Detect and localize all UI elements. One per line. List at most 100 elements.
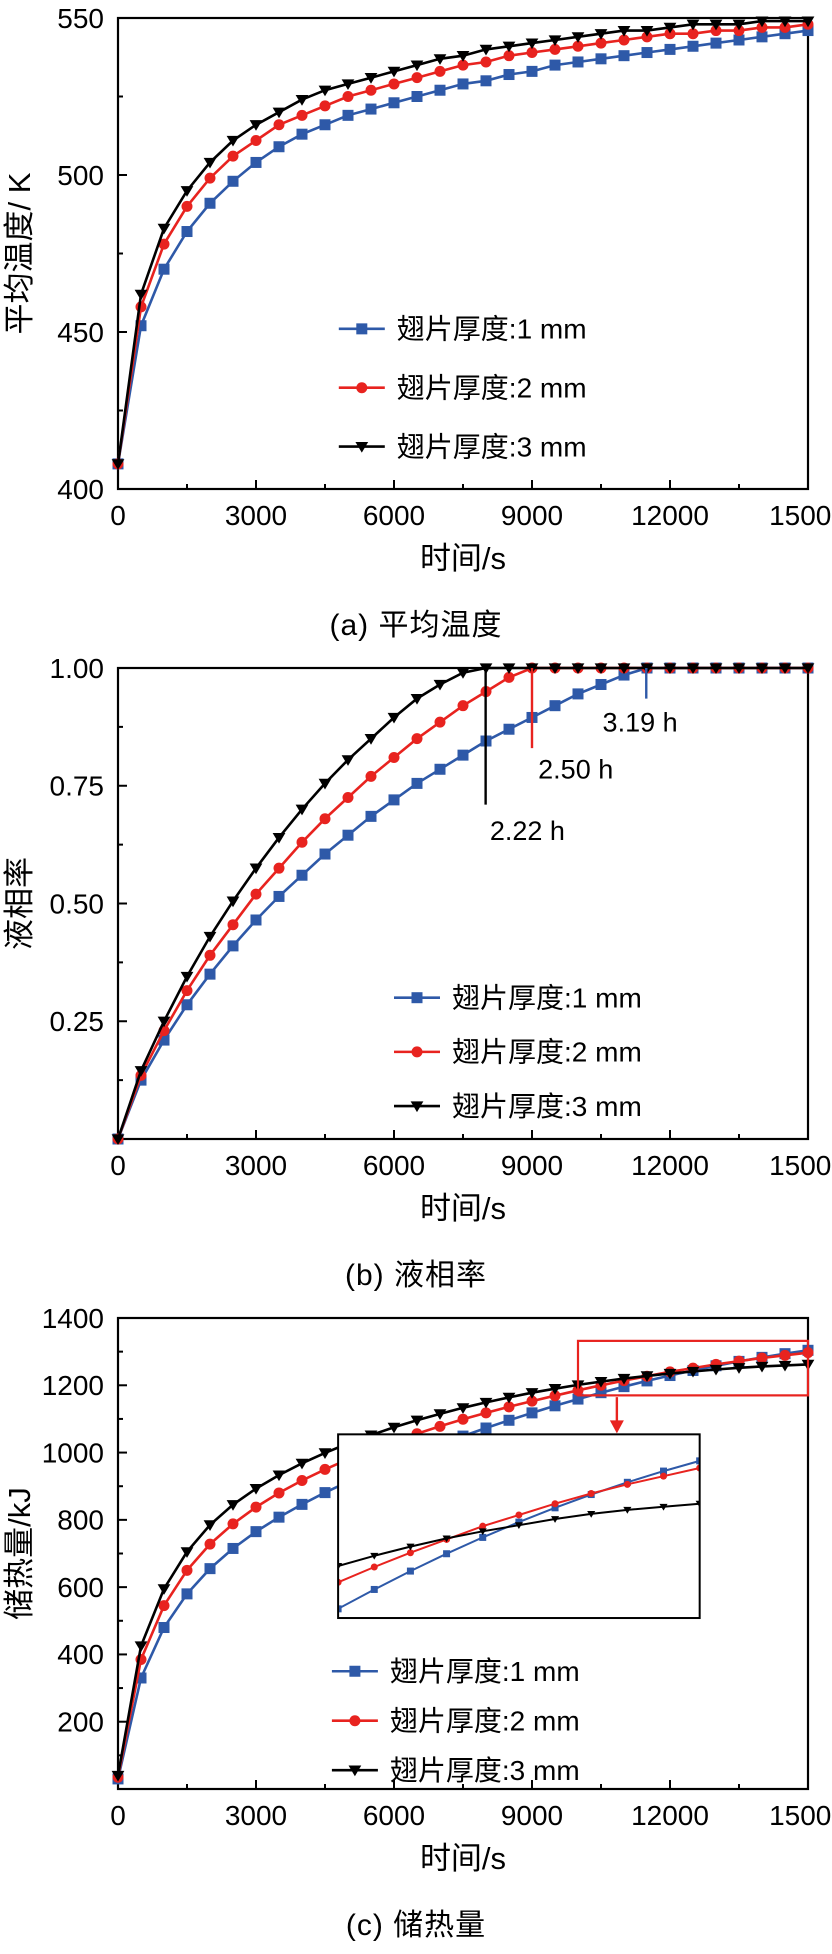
- y-axis-label: 平均温度/ K: [2, 172, 37, 334]
- data-point-marker-circle: [204, 172, 216, 184]
- data-point-marker-triangle-down: [442, 1535, 451, 1543]
- legend-label: 翅片厚度:3 mm: [390, 1755, 580, 1786]
- data-point-marker-triangle-down: [778, 1360, 792, 1372]
- x-tick-label: 12000: [631, 1800, 709, 1831]
- data-point-marker-square: [779, 28, 791, 40]
- data-point-marker-square: [135, 1672, 147, 1684]
- data-point-marker-circle: [779, 21, 791, 33]
- x-tick-label: 6000: [363, 1800, 425, 1831]
- data-point-marker-square: [181, 226, 193, 238]
- data-point-marker-triangle-down: [456, 51, 470, 62]
- data-point-marker-triangle-down: [157, 223, 171, 235]
- data-point-marker-triangle-down: [755, 16, 769, 28]
- axis-ticks: [117, 1317, 809, 1789]
- y-tick-label: 800: [57, 1505, 104, 1536]
- data-point-marker-triangle-down: [406, 1543, 415, 1551]
- data-point-marker-triangle-down: [479, 44, 493, 56]
- data-point-marker-triangle-down: [659, 1503, 668, 1511]
- data-point-marker-circle: [515, 1511, 523, 1519]
- x-tick-label: 9000: [501, 1150, 563, 1181]
- data-point-marker-square: [411, 91, 423, 102]
- data-point-marker-square: [204, 1563, 216, 1575]
- data-point-marker-triangle-down: [778, 663, 792, 675]
- data-point-marker-circle: [457, 59, 469, 71]
- data-point-marker-square: [733, 34, 745, 46]
- x-tick-label: 12000: [631, 1150, 709, 1181]
- data-point-marker-triangle-down: [364, 73, 378, 84]
- legend-marker-circle: [349, 1715, 361, 1727]
- x-tick-label: 6000: [363, 1150, 425, 1181]
- data-point-marker-square: [296, 869, 308, 881]
- data-point-marker-circle: [641, 31, 653, 43]
- legend-marker-circle: [411, 1046, 423, 1058]
- zoom-region-box: [576, 1339, 810, 1397]
- data-point-marker-triangle-down: [571, 663, 585, 675]
- data-point-marker-circle: [181, 985, 193, 997]
- data-point-marker-triangle-down: [226, 1500, 240, 1511]
- data-point-marker-triangle-down: [203, 157, 217, 169]
- data-point-marker-circle: [503, 1401, 515, 1413]
- data-point-marker-square: [503, 69, 515, 81]
- data-point-marker-triangle-down: [479, 1397, 493, 1409]
- data-point-marker-triangle-down: [548, 1384, 562, 1395]
- legend-marker-square: [356, 323, 368, 335]
- data-point-marker-triangle-down: [514, 1522, 523, 1530]
- data-point-marker-triangle-down: [134, 1641, 148, 1653]
- data-point-marker-circle: [158, 1600, 170, 1612]
- data-point-marker-triangle-down: [249, 863, 263, 875]
- data-point-marker-square: [342, 829, 354, 841]
- chart-a-caption: (a) 平均温度: [329, 608, 503, 642]
- data-point-marker-triangle-down: [433, 1409, 447, 1420]
- legend-label: 翅片厚度:2 mm: [397, 373, 587, 404]
- data-point-marker-circle: [319, 1463, 331, 1475]
- data-point-marker-triangle-down: [456, 1403, 470, 1414]
- data-point-marker-square: [710, 37, 722, 49]
- data-point-marker-circle: [227, 150, 239, 162]
- data-point-marker-triangle-down: [617, 25, 631, 37]
- data-point-marker-square: [457, 78, 469, 90]
- data-point-marker-triangle-down: [180, 971, 194, 983]
- x-tick-label: 0: [110, 500, 126, 531]
- data-point-marker-triangle-down: [594, 663, 608, 675]
- data-point-marker-triangle-down: [548, 35, 562, 47]
- y-tick-label: 600: [57, 1572, 104, 1603]
- data-point-marker-triangle-down: [134, 1066, 148, 1077]
- y-tick-label: 0.50: [50, 888, 105, 919]
- data-point-marker-circle: [733, 25, 745, 37]
- chart-c-caption: (c) 储热量: [345, 1908, 487, 1942]
- data-point-marker-circle: [434, 1420, 446, 1432]
- data-point-marker-square: [273, 890, 285, 902]
- data-point-marker-circle: [664, 28, 676, 40]
- data-point-marker-triangle-down: [686, 19, 700, 31]
- data-point-marker-triangle-down: [686, 663, 700, 675]
- data-point-marker-square: [434, 84, 446, 96]
- data-point-marker-circle: [434, 716, 446, 728]
- data-point-marker-square: [227, 1542, 239, 1554]
- data-point-marker-circle: [549, 1390, 561, 1402]
- data-point-marker-square: [549, 59, 561, 71]
- legend-marker-square: [411, 992, 423, 1004]
- data-point-marker-circle: [319, 813, 331, 825]
- data-point-marker-square: [551, 1504, 559, 1512]
- data-point-marker-triangle-down: [801, 663, 815, 675]
- data-point-marker-triangle-down: [755, 663, 769, 675]
- legend-marker-triangle-down: [348, 1765, 362, 1777]
- data-point-marker-circle: [158, 238, 170, 250]
- data-point-marker-circle: [273, 1487, 285, 1499]
- data-point-marker-circle: [319, 100, 331, 112]
- data-point-marker-square: [273, 141, 285, 153]
- data-point-marker-circle: [779, 1349, 791, 1361]
- data-point-marker-square: [480, 75, 492, 87]
- data-point-marker-square: [480, 1422, 492, 1434]
- data-point-marker-circle: [227, 919, 239, 931]
- y-tick-label: 0.75: [50, 771, 105, 802]
- data-point-marker-triangle-down: [341, 79, 355, 90]
- data-point-marker-triangle-down: [571, 32, 585, 43]
- data-point-marker-square: [250, 914, 262, 926]
- plot-frame: [116, 16, 810, 491]
- data-point-marker-circle: [365, 770, 377, 782]
